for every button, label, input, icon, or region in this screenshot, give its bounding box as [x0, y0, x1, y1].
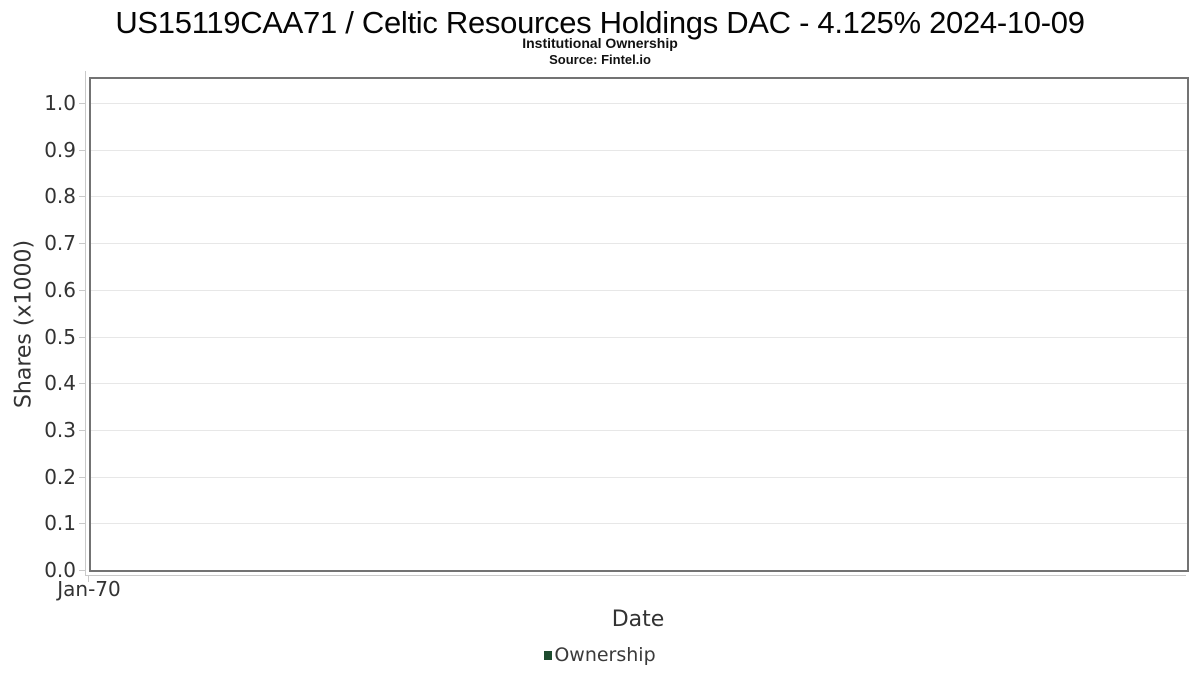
y-tick-label-0.8: 0.8: [44, 184, 76, 209]
chart-subtitle: Institutional Ownership: [522, 35, 678, 51]
gridline-y-0.3: [91, 429, 1187, 431]
x-tick-label-Jan-70: Jan-70: [57, 577, 121, 601]
legend-item-ownership: Ownership: [544, 644, 656, 666]
y-tick-mark-0.0: [79, 570, 86, 571]
y-tick-label-0.1: 0.1: [44, 511, 76, 536]
y-tick-mark-0.4: [79, 383, 86, 385]
y-tick-mark-0.7: [79, 243, 86, 245]
gridline-y-0.9: [91, 149, 1187, 151]
gridline-y-0.6: [91, 289, 1187, 291]
x-tick-mark-Jan-70: [88, 576, 89, 582]
y-tick-label-0.9: 0.9: [44, 137, 76, 162]
y-tick-label-0.7: 0.7: [44, 231, 76, 256]
y-tick-label-0.6: 0.6: [44, 277, 76, 302]
y-tick-mark-0.3: [79, 429, 86, 431]
y-tick-mark-0.6: [79, 289, 86, 291]
y-tick-mark-0.5: [79, 336, 86, 338]
y-tick-label-1.0: 1.0: [44, 91, 76, 115]
legend-square-marker-icon: [544, 650, 553, 660]
plot-area: [91, 79, 1187, 570]
gridline-y-0.5: [91, 336, 1187, 338]
gridline-y-0.2: [91, 476, 1187, 478]
y-tick-label-0.5: 0.5: [44, 324, 76, 349]
y-tick-mark-0.2: [79, 476, 86, 478]
x-axis-line: [85, 575, 1186, 576]
gridline-y-0.7: [91, 243, 1187, 245]
y-tick-label-0.4: 0.4: [44, 371, 76, 396]
gridline-y-0.1: [91, 523, 1187, 525]
gridline-y-1.0: [91, 103, 1187, 104]
x-axis-title: Date: [611, 607, 665, 632]
y-tick-label-0.0: 0.0: [44, 558, 76, 582]
y-tick-label-0.3: 0.3: [44, 417, 76, 442]
y-tick-mark-0.9: [79, 149, 86, 151]
y-tick-mark-0.8: [79, 196, 86, 198]
chart-title: US15119CAA71 / Celtic Resources Holdings…: [115, 5, 1085, 40]
y-tick-mark-0.1: [79, 523, 86, 525]
plot-area-frame: [89, 77, 1189, 572]
legend: Ownership: [0, 644, 1200, 666]
legend-label: Ownership: [554, 644, 656, 666]
gridline-y-0.4: [91, 383, 1187, 385]
y-axis-line: [85, 71, 86, 576]
chart-source-credit: Source: Fintel.io: [549, 52, 651, 67]
gridline-y-0.8: [91, 196, 1187, 198]
y-tick-mark-1.0: [79, 103, 86, 104]
y-tick-label-0.2: 0.2: [44, 464, 76, 489]
